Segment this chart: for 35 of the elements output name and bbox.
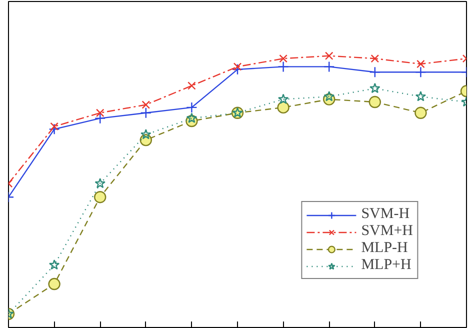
point xyxy=(233,62,242,71)
point xyxy=(370,82,380,94)
point xyxy=(140,107,152,118)
point xyxy=(188,82,196,90)
point xyxy=(48,278,60,290)
point xyxy=(48,124,60,135)
point xyxy=(415,90,426,102)
point xyxy=(50,122,58,131)
point xyxy=(278,94,289,104)
point xyxy=(369,66,380,78)
point xyxy=(96,108,104,118)
point xyxy=(415,66,426,78)
point xyxy=(324,90,334,102)
point xyxy=(277,101,290,114)
point xyxy=(186,102,198,114)
point xyxy=(94,112,106,124)
point xyxy=(94,178,106,188)
legend-label: MLP+H xyxy=(361,257,412,274)
point xyxy=(186,112,198,123)
point xyxy=(140,129,152,140)
point xyxy=(278,61,289,72)
point xyxy=(324,61,335,72)
point xyxy=(414,106,427,119)
point xyxy=(324,52,334,60)
point xyxy=(94,191,106,204)
point xyxy=(416,60,425,68)
legend-label: MLP-H xyxy=(361,240,408,257)
point xyxy=(232,64,244,76)
point xyxy=(368,96,381,108)
point xyxy=(142,100,150,109)
point xyxy=(370,54,380,63)
legend-label: SVM-H xyxy=(361,206,410,223)
point xyxy=(279,54,288,63)
legend-label: SVM+H xyxy=(361,223,413,240)
point xyxy=(48,259,60,270)
